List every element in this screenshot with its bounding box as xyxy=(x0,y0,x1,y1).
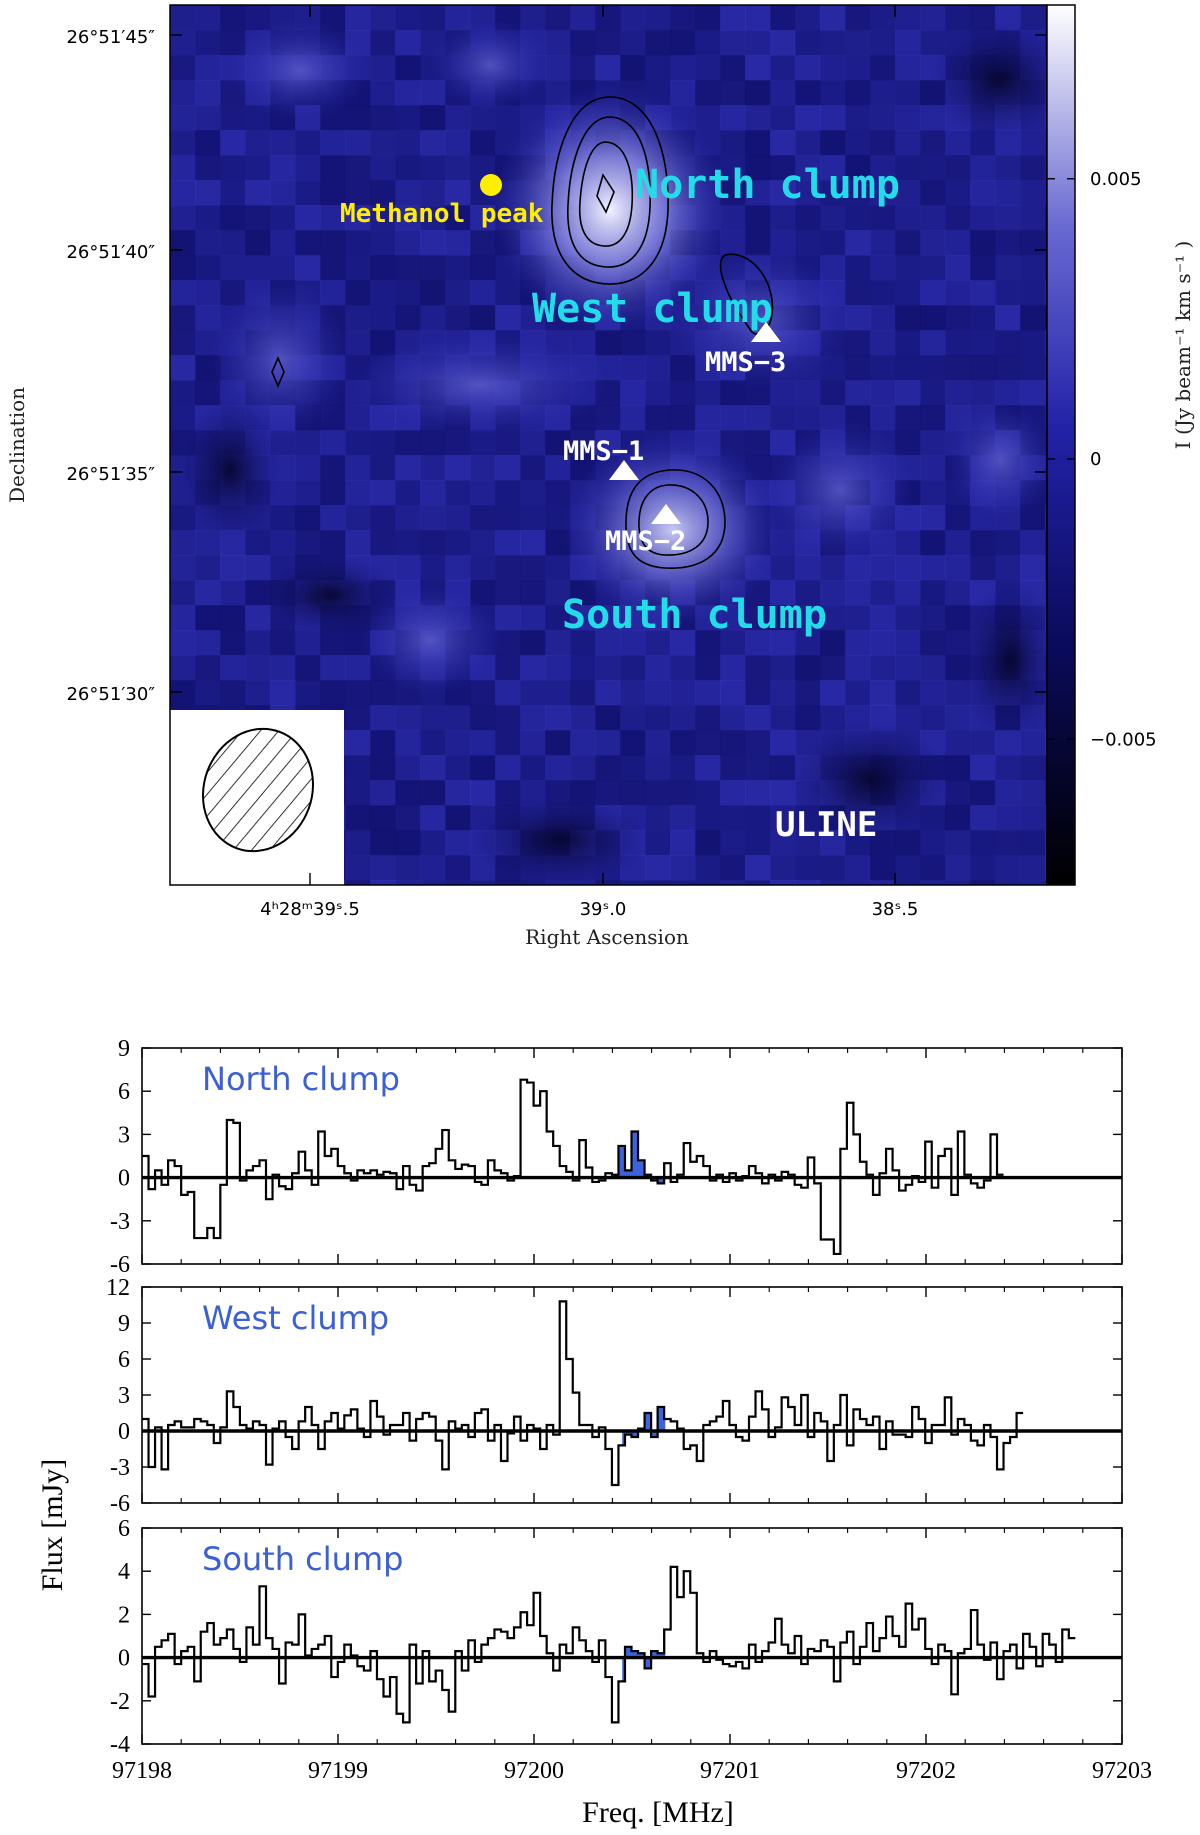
south-clump-label: South clump xyxy=(562,592,827,638)
y-tick-label: 9 xyxy=(118,1036,130,1062)
mms2-label: MMS−2 xyxy=(605,526,686,557)
dec-tick-label: 26°51′45″ xyxy=(66,27,155,48)
y-tick-label: 4 xyxy=(118,1559,130,1585)
contours xyxy=(271,96,774,569)
y-tick-label: -6 xyxy=(110,1491,130,1517)
y-tick-label: -6 xyxy=(110,1252,130,1278)
map-ylabel: Declination xyxy=(5,387,29,503)
spectra: 9 6 3 0 -3 -6 North clump 12 9 6 3 0 -3 -6 West clump 6… xyxy=(106,1036,1152,1784)
map-xlabel: Right Ascension xyxy=(525,925,689,949)
spectrum-line xyxy=(142,1078,1004,1256)
y-tick-label: -3 xyxy=(110,1455,130,1481)
colorbar-label: I (Jy beam⁻¹ km s⁻¹ ) xyxy=(1171,241,1195,450)
mms1-marker xyxy=(609,460,639,480)
y-tick-label: 3 xyxy=(118,1383,130,1409)
y-tick-label: 6 xyxy=(118,1347,130,1373)
mms2-marker xyxy=(651,504,681,524)
line-emission-fill xyxy=(622,1407,666,1446)
x-tick-label: 97203 xyxy=(1092,1758,1152,1784)
ra-tick-label: 4ʰ28ᵐ39ˢ.5 xyxy=(260,899,360,920)
y-tick-label: 2 xyxy=(118,1602,130,1628)
x-tick-label: 97199 xyxy=(308,1758,368,1784)
spectrum-title: South clump xyxy=(202,1540,403,1578)
uline-label: ULINE xyxy=(775,805,877,845)
y-tick-label: 6 xyxy=(118,1516,130,1542)
spectrum-title: North clump xyxy=(202,1060,400,1098)
spectrum-line xyxy=(142,1300,1024,1487)
y-tick-label: -2 xyxy=(110,1689,130,1715)
north-emission xyxy=(490,85,730,335)
spectrum-panel-2: 12 9 6 3 0 -3 -6 West clump xyxy=(106,1275,1123,1517)
colorbar-scale xyxy=(1046,4,1076,886)
ra-tick-label: 38ˢ.5 xyxy=(872,899,919,920)
colorbar: 0.005 0 −0.005 I (Jy beam⁻¹ km s⁻¹ ) xyxy=(1046,4,1195,886)
dec-tick-label: 26°51′30″ xyxy=(66,684,155,705)
colorbar-tick-label: −0.005 xyxy=(1090,729,1157,750)
y-tick-label: -4 xyxy=(110,1732,130,1758)
y-tick-label: -3 xyxy=(110,1209,130,1235)
beam-ellipse xyxy=(202,727,314,853)
y-tick-label: 6 xyxy=(118,1079,130,1105)
y-tick-label: 0 xyxy=(118,1166,130,1192)
methanol-peak-marker xyxy=(480,174,502,196)
spectrum-line xyxy=(142,1565,1076,1724)
west-clump-label: West clump xyxy=(532,286,773,332)
dec-tick-label: 26°51′35″ xyxy=(66,464,155,485)
panel-frame xyxy=(141,1047,1123,1265)
south-emission xyxy=(562,435,782,625)
x-tick-label: 97201 xyxy=(700,1758,760,1784)
spectrum-panel-1: 9 6 3 0 -3 -6 North clump xyxy=(110,1036,1123,1278)
mms3-marker xyxy=(751,322,781,342)
beam-inset xyxy=(170,710,344,885)
mms3-label: MMS−3 xyxy=(705,347,786,378)
y-tick-label: 9 xyxy=(118,1311,130,1337)
intensity-map: Methanol peak North clump West clump Sou… xyxy=(5,4,1048,949)
dec-tick-label: 26°51′40″ xyxy=(66,242,155,263)
mms1-label: MMS−1 xyxy=(563,436,644,467)
spectrum-title: West clump xyxy=(202,1299,389,1337)
x-tick-label: 97200 xyxy=(504,1758,564,1784)
spectra-ylabel: Flux [mJy] xyxy=(36,1459,69,1592)
x-tick-label: 97202 xyxy=(896,1758,956,1784)
spectra-xlabel: Freq. [MHz] xyxy=(582,1796,734,1829)
y-tick-label: 12 xyxy=(106,1275,130,1301)
colorbar-tick-label: 0.005 xyxy=(1090,169,1142,190)
y-tick-label: 0 xyxy=(118,1646,130,1672)
y-tick-label: 3 xyxy=(118,1122,130,1148)
x-tick-label: 97198 xyxy=(112,1758,172,1784)
methanol-peak-label: Methanol peak xyxy=(340,199,544,229)
panel-frame xyxy=(141,1527,1123,1745)
ra-tick-label: 39ˢ.0 xyxy=(580,899,627,920)
y-tick-label: 0 xyxy=(118,1419,130,1445)
colorbar-tick-label: 0 xyxy=(1090,449,1101,470)
north-clump-label: North clump xyxy=(635,162,900,208)
